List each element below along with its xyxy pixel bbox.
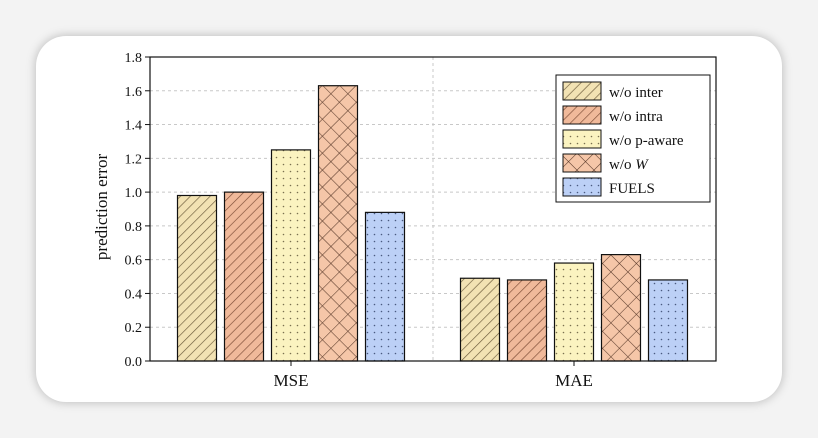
bar [553, 262, 595, 362]
x-tick-label: MAE [555, 371, 593, 390]
y-tick-label: 0.4 [125, 287, 143, 302]
y-tick-label: 0.6 [125, 254, 143, 269]
y-tick-label: 0.0 [125, 355, 143, 370]
bars [176, 85, 689, 362]
legend-label: w/o p-aware [609, 133, 684, 149]
legend-swatch [562, 105, 602, 125]
x-tick-label: MSE [274, 371, 309, 390]
y-tick-label: 1.6 [125, 85, 143, 100]
y-tick-label: 0.8 [125, 220, 143, 235]
y-axis-label: prediction error [92, 154, 111, 261]
y-tick-label: 1.8 [125, 51, 143, 66]
bar [223, 191, 265, 362]
bar [600, 254, 642, 362]
legend-label: w/o W [609, 157, 649, 173]
bar [317, 85, 359, 362]
axes: 0.0 0.2 0.4 0.6 0.8 1.0 1.2 1.4 1.6 1.8 MSE MAE [125, 51, 717, 390]
legend-label: w/o inter [609, 85, 663, 101]
plot-frame [149, 56, 717, 362]
bar [459, 277, 501, 362]
legend-swatch [562, 81, 602, 101]
y-tick-label: 1.0 [125, 186, 143, 201]
bar [364, 211, 406, 362]
legend-swatch [562, 129, 602, 149]
legend-label: w/o intra [609, 109, 663, 125]
bar [506, 279, 548, 362]
grid-lines [150, 57, 716, 361]
bar [647, 279, 689, 362]
legend: w/o inter w/o intra w/o p-aware w/o W FUELS [555, 74, 711, 203]
legend-swatch [562, 177, 602, 197]
y-tick-label: 1.2 [125, 152, 143, 167]
legend-label: FUELS [609, 181, 655, 197]
bar [176, 194, 218, 362]
bar [270, 149, 312, 362]
y-tick-label: 1.4 [125, 119, 143, 134]
legend-swatch [562, 153, 602, 173]
y-tick-label: 0.2 [125, 321, 143, 336]
